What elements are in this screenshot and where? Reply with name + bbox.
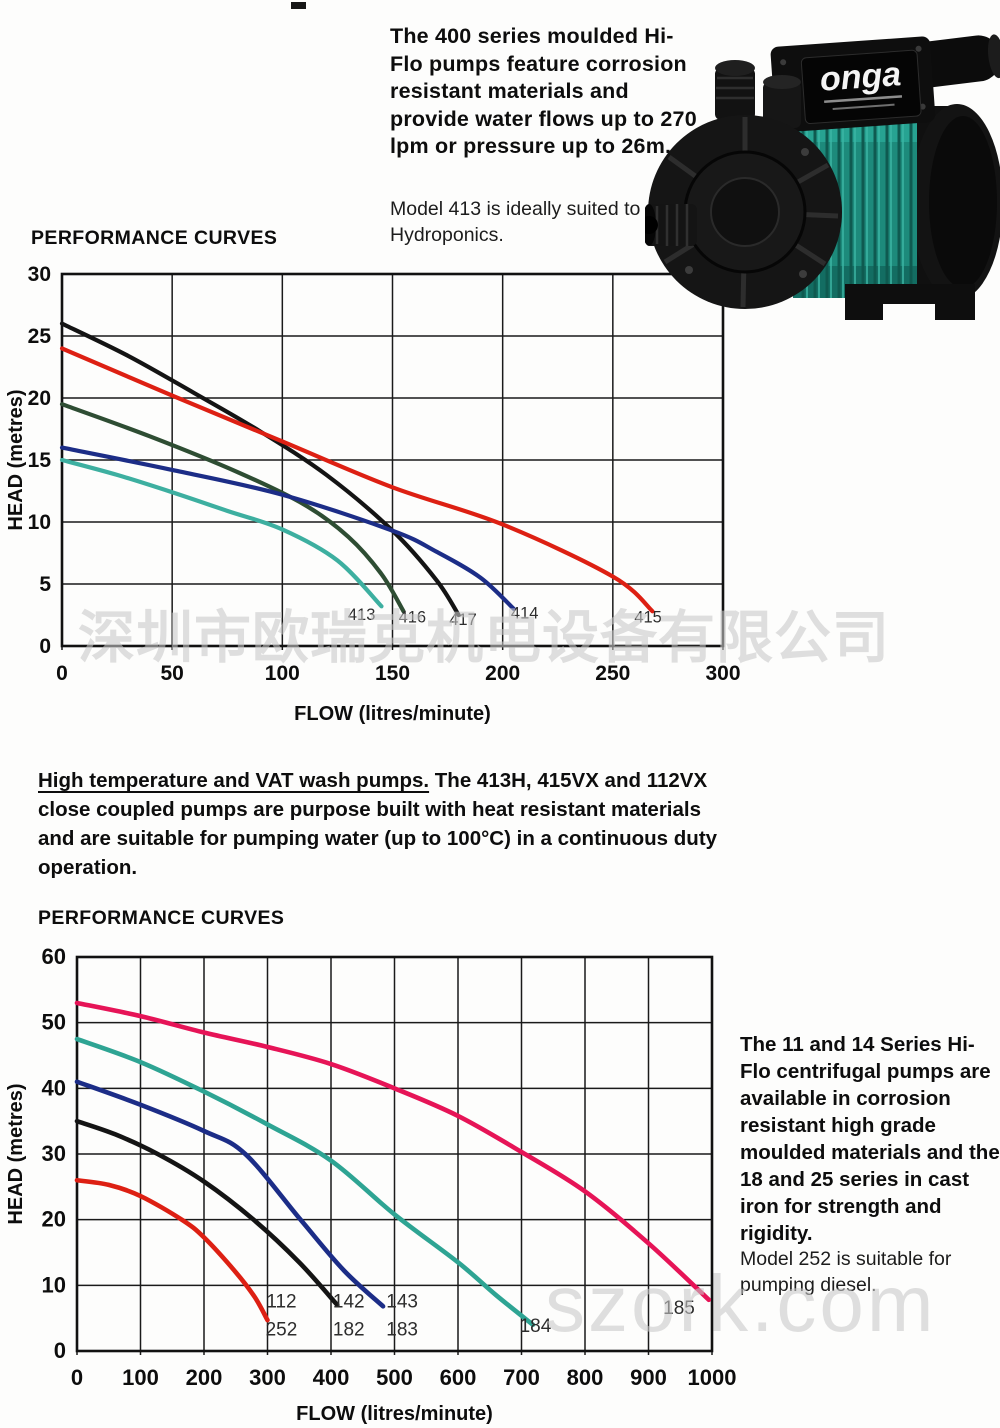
curve-label-142-182: 142 182 xyxy=(333,1292,365,1341)
pump-feet xyxy=(845,284,975,320)
y-tick-label: 50 xyxy=(42,1010,66,1035)
x-tick-label: 50 xyxy=(160,662,183,685)
y-axis-label: HEAD (metres) xyxy=(5,1083,27,1224)
y-axis-label: HEAD (metres) xyxy=(5,389,27,530)
y-tick-label: 30 xyxy=(42,1141,66,1166)
x-tick-label: 250 xyxy=(595,662,630,685)
curve-417 xyxy=(59,321,461,618)
curve-label-413: 413 xyxy=(348,606,376,624)
curve-label-112-252: 112 252 xyxy=(266,1292,298,1341)
x-axis-label: FLOW (litres/minute) xyxy=(296,1403,493,1425)
intro-note: Model 413 is ideally suited to Hydroponi… xyxy=(390,198,641,246)
onga-logo-text: onga xyxy=(819,55,903,99)
plot-border xyxy=(75,955,714,1353)
pump-volute xyxy=(648,115,842,309)
x-tick-label: 100 xyxy=(122,1365,159,1390)
y-tick-label: 10 xyxy=(28,511,51,534)
y-tick-label: 5 xyxy=(39,573,51,596)
y-tick-label: 15 xyxy=(28,449,52,472)
x-tick-label: 900 xyxy=(630,1365,667,1390)
curve-184 xyxy=(74,1036,536,1328)
y-tick-label: 0 xyxy=(39,635,51,658)
x-tick-label: 300 xyxy=(705,662,740,685)
x-tick-label: 100 xyxy=(265,662,300,685)
performance-curves-heading-2: PERFORMANCE CURVES xyxy=(38,907,285,929)
curve-112-252 xyxy=(74,1177,270,1323)
pump-rear-cap xyxy=(903,104,1000,300)
curve-label-414: 414 xyxy=(511,605,539,623)
x-tick-label: 200 xyxy=(186,1365,223,1390)
x-tick-label: 600 xyxy=(440,1365,477,1390)
performance-chart-400-series: 417 415 416 414 413 0 50 100 150 200 250 300 0 5 10 15 2… xyxy=(5,263,741,725)
x-tick-label: 150 xyxy=(375,662,410,685)
x-tick-label: 1000 xyxy=(688,1365,737,1390)
y-tick-label: 20 xyxy=(28,387,51,410)
y-tick-label: 60 xyxy=(42,944,66,969)
curve-415 xyxy=(59,346,655,614)
x-tick-label: 300 xyxy=(249,1365,286,1390)
curve-143-183 xyxy=(74,1079,386,1309)
x-tick-label: 0 xyxy=(71,1365,83,1390)
y-tick-label: 20 xyxy=(42,1207,66,1232)
x-tick-label: 0 xyxy=(56,662,68,685)
curve-416 xyxy=(59,402,406,614)
y-tick-label: 10 xyxy=(42,1272,66,1297)
pump-label: onga xyxy=(800,49,922,125)
curve-413 xyxy=(59,457,384,609)
curve-142-182 xyxy=(74,1118,340,1308)
pump-ports xyxy=(715,60,801,128)
curve-label-184: 184 xyxy=(520,1316,552,1337)
y-tick-label: 30 xyxy=(28,263,51,286)
high-temp-paragraph: High temperature and VAT wash pumps. The… xyxy=(38,766,722,882)
x-tick-label: 700 xyxy=(503,1365,540,1390)
curve-label-143-183: 143 183 xyxy=(386,1292,418,1341)
curve-label-185: 185 xyxy=(663,1298,695,1319)
pump-inlet-spigot xyxy=(645,204,697,246)
curve-185 xyxy=(74,1000,712,1303)
y-tick-label: 25 xyxy=(28,325,52,348)
curve-label-416: 416 xyxy=(399,608,427,626)
x-axis-label: FLOW (litres/minute) xyxy=(294,703,491,725)
y-tick-label: 40 xyxy=(42,1075,66,1100)
curve-414 xyxy=(59,445,516,611)
pump-photo: onga xyxy=(645,34,1000,320)
y-tick-label: 0 xyxy=(54,1338,66,1363)
x-tick-label: 500 xyxy=(376,1365,413,1390)
series-description: The 11 and 14 Series Hi-Flo centrifugal … xyxy=(740,1033,1000,1245)
intro-paragraph: The 400 series moulded Hi-Flo pumps feat… xyxy=(390,24,697,158)
x-tick-label: 200 xyxy=(485,662,520,685)
high-temp-rest: The 413H, 415VX and 112VX close coupled … xyxy=(38,769,718,879)
x-tick-label: 800 xyxy=(567,1365,604,1390)
curve-label-417: 417 xyxy=(449,611,477,629)
x-tick-label: 400 xyxy=(313,1365,350,1390)
curve-label-415: 415 xyxy=(634,608,662,626)
scan-artifact xyxy=(291,2,306,9)
high-temp-lead: High temperature and VAT wash pumps. xyxy=(38,769,430,792)
model-252-note: Model 252 is suitable for pumping diesel… xyxy=(740,1248,952,1296)
performance-curves-heading-1: PERFORMANCE CURVES xyxy=(31,227,278,249)
